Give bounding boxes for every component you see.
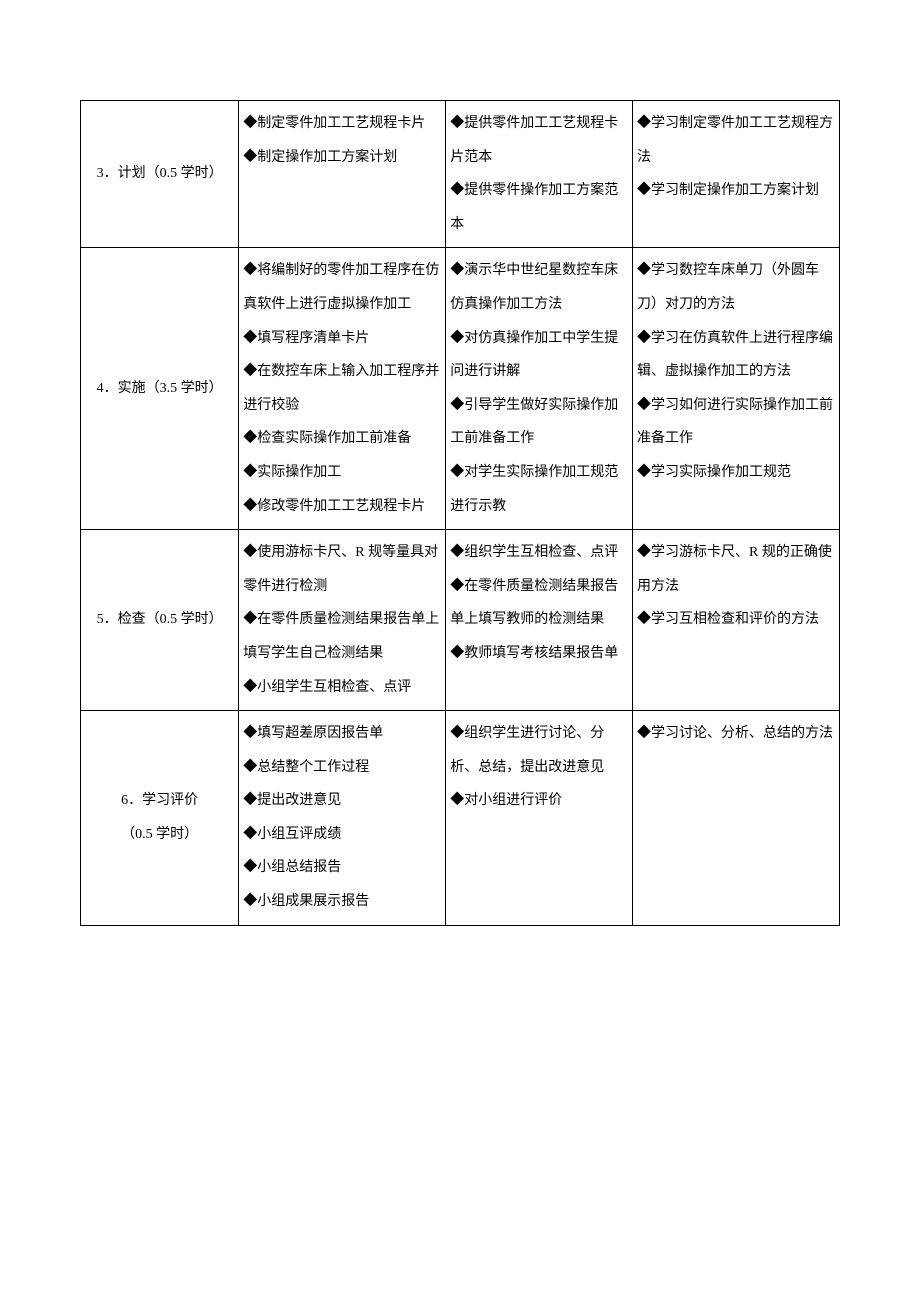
- table-row: 3．计划（0.5 学时） ◆制定零件加工工艺规程卡片 ◆制定操作加工方案计划 ◆…: [81, 101, 840, 248]
- activity-item: ◆总结整个工作过程: [243, 751, 441, 785]
- step-label: 4．实施（3.5 学时）: [97, 381, 223, 396]
- step-label-line: （0.5 学时）: [85, 818, 234, 852]
- activity-item: ◆对学生实际操作加工规范进行示教: [450, 456, 628, 523]
- goal-item: ◆学习制定零件加工工艺规程方法: [637, 107, 835, 174]
- teacher-activity-cell: ◆演示华中世纪星数控车床仿真操作加工方法 ◆对仿真操作加工中学生提问进行讲解 ◆…: [446, 248, 633, 530]
- activity-item: ◆对仿真操作加工中学生提问进行讲解: [450, 322, 628, 389]
- activity-item: ◆填写程序清单卡片: [243, 322, 441, 356]
- activity-item: ◆对小组进行评价: [450, 784, 628, 818]
- activity-item: ◆在零件质量检测结果报告单上填写学生自己检测结果: [243, 603, 441, 670]
- activity-item: ◆制定零件加工工艺规程卡片: [243, 107, 441, 141]
- goal-item: ◆学习制定操作加工方案计划: [637, 174, 835, 208]
- goal-item: ◆学习互相检查和评价的方法: [637, 603, 835, 637]
- table-row: 4．实施（3.5 学时） ◆将编制好的零件加工程序在仿真软件上进行虚拟操作加工 …: [81, 248, 840, 530]
- activity-item: ◆提出改进意见: [243, 784, 441, 818]
- learning-goal-cell: ◆学习游标卡尺、R 规的正确使用方法 ◆学习互相检查和评价的方法: [632, 530, 839, 711]
- activity-item: ◆在零件质量检测结果报告单上填写教师的检测结果: [450, 570, 628, 637]
- student-activity-cell: ◆将编制好的零件加工程序在仿真软件上进行虚拟操作加工 ◆填写程序清单卡片 ◆在数…: [239, 248, 446, 530]
- activity-item: ◆演示华中世纪星数控车床仿真操作加工方法: [450, 254, 628, 321]
- teacher-activity-cell: ◆提供零件加工工艺规程卡片范本 ◆提供零件操作加工方案范本: [446, 101, 633, 248]
- curriculum-table: 3．计划（0.5 学时） ◆制定零件加工工艺规程卡片 ◆制定操作加工方案计划 ◆…: [80, 100, 840, 926]
- goal-item: ◆学习游标卡尺、R 规的正确使用方法: [637, 536, 835, 603]
- student-activity-cell: ◆制定零件加工工艺规程卡片 ◆制定操作加工方案计划: [239, 101, 446, 248]
- learning-goal-cell: ◆学习数控车床单刀（外圆车刀）对刀的方法 ◆学习在仿真软件上进行程序编辑、虚拟操…: [632, 248, 839, 530]
- activity-item: ◆填写超差原因报告单: [243, 717, 441, 751]
- teacher-activity-cell: ◆组织学生进行讨论、分析、总结，提出改进意见 ◆对小组进行评价: [446, 711, 633, 926]
- step-label-line: 6．学习评价: [85, 784, 234, 818]
- activity-item: ◆组织学生互相检查、点评: [450, 536, 628, 570]
- step-label-cell: 3．计划（0.5 学时）: [81, 101, 239, 248]
- student-activity-cell: ◆填写超差原因报告单 ◆总结整个工作过程 ◆提出改进意见 ◆小组互评成绩 ◆小组…: [239, 711, 446, 926]
- step-label-cell: 4．实施（3.5 学时）: [81, 248, 239, 530]
- table-row: 5．检查（0.5 学时） ◆使用游标卡尺、R 规等量具对零件进行检测 ◆在零件质…: [81, 530, 840, 711]
- activity-item: ◆修改零件加工工艺规程卡片: [243, 490, 441, 524]
- goal-item: ◆学习实际操作加工规范: [637, 456, 835, 490]
- activity-item: ◆提供零件操作加工方案范本: [450, 174, 628, 241]
- activity-item: ◆将编制好的零件加工程序在仿真软件上进行虚拟操作加工: [243, 254, 441, 321]
- activity-item: ◆提供零件加工工艺规程卡片范本: [450, 107, 628, 174]
- activity-item: ◆制定操作加工方案计划: [243, 141, 441, 175]
- activity-item: ◆使用游标卡尺、R 规等量具对零件进行检测: [243, 536, 441, 603]
- step-label: 5．检查（0.5 学时）: [97, 612, 223, 627]
- activity-item: ◆引导学生做好实际操作加工前准备工作: [450, 389, 628, 456]
- step-label-cell: 5．检查（0.5 学时）: [81, 530, 239, 711]
- learning-goal-cell: ◆学习制定零件加工工艺规程方法 ◆学习制定操作加工方案计划: [632, 101, 839, 248]
- teacher-activity-cell: ◆组织学生互相检查、点评 ◆在零件质量检测结果报告单上填写教师的检测结果 ◆教师…: [446, 530, 633, 711]
- goal-item: ◆学习讨论、分析、总结的方法: [637, 717, 835, 751]
- activity-item: ◆小组学生互相检查、点评: [243, 671, 441, 705]
- step-label-cell: 6．学习评价 （0.5 学时）: [81, 711, 239, 926]
- activity-item: ◆检查实际操作加工前准备: [243, 422, 441, 456]
- activity-item: ◆教师填写考核结果报告单: [450, 637, 628, 671]
- activity-item: ◆小组总结报告: [243, 851, 441, 885]
- goal-item: ◆学习如何进行实际操作加工前准备工作: [637, 389, 835, 456]
- activity-item: ◆在数控车床上输入加工程序并进行校验: [243, 355, 441, 422]
- student-activity-cell: ◆使用游标卡尺、R 规等量具对零件进行检测 ◆在零件质量检测结果报告单上填写学生…: [239, 530, 446, 711]
- activity-item: ◆组织学生进行讨论、分析、总结，提出改进意见: [450, 717, 628, 784]
- table-row: 6．学习评价 （0.5 学时） ◆填写超差原因报告单 ◆总结整个工作过程 ◆提出…: [81, 711, 840, 926]
- activity-item: ◆实际操作加工: [243, 456, 441, 490]
- goal-item: ◆学习数控车床单刀（外圆车刀）对刀的方法: [637, 254, 835, 321]
- activity-item: ◆小组成果展示报告: [243, 885, 441, 919]
- step-label: 3．计划（0.5 学时）: [97, 166, 223, 181]
- goal-item: ◆学习在仿真软件上进行程序编辑、虚拟操作加工的方法: [637, 322, 835, 389]
- activity-item: ◆小组互评成绩: [243, 818, 441, 852]
- table-body: 3．计划（0.5 学时） ◆制定零件加工工艺规程卡片 ◆制定操作加工方案计划 ◆…: [81, 101, 840, 926]
- learning-goal-cell: ◆学习讨论、分析、总结的方法: [632, 711, 839, 926]
